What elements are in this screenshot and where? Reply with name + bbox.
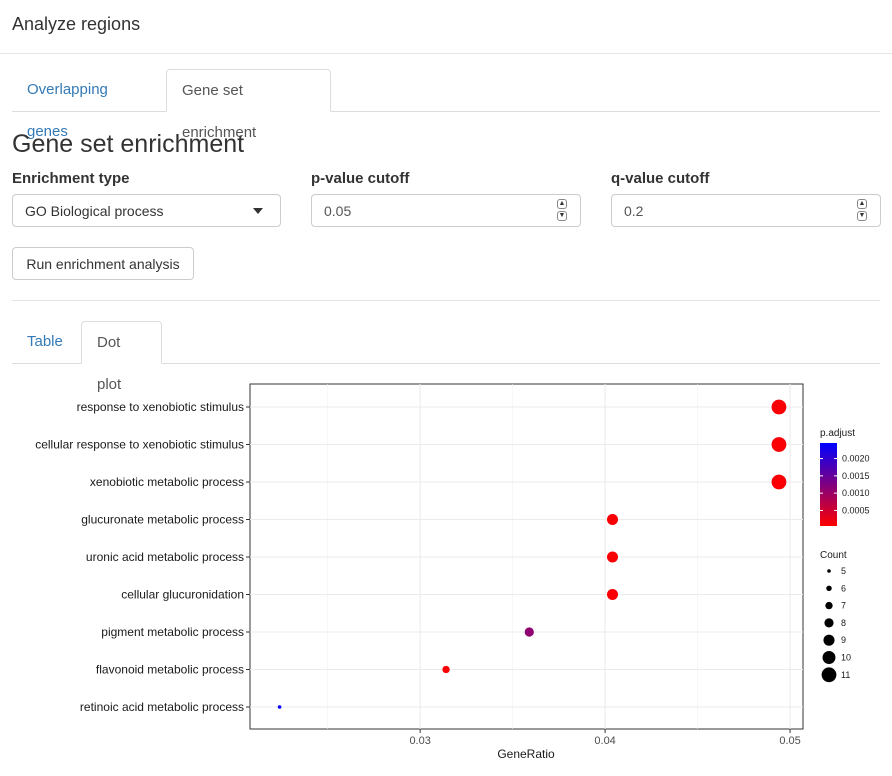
pvalue-cutoff-label: p-value cutoff xyxy=(311,170,410,187)
data-point xyxy=(606,513,619,526)
term-label: flavonoid metabolic process xyxy=(96,663,244,677)
dot-plot-chart: response to xenobiotic stimulus cellular … xyxy=(35,383,870,761)
size-legend-dot xyxy=(821,667,837,683)
data-point xyxy=(277,705,282,709)
spin-down-icon[interactable]: ▼ xyxy=(857,211,867,221)
pvalue-cutoff-value: 0.05 xyxy=(324,203,352,219)
size-legend-dot xyxy=(824,618,834,628)
tab-dot-plot[interactable]: Dot plot xyxy=(81,321,162,393)
caret-down-icon xyxy=(253,208,263,214)
main-tabs: Overlapping genes Gene set enrichment xyxy=(12,69,880,141)
size-legend-label: 7 xyxy=(841,601,846,611)
header-divider xyxy=(0,53,892,54)
size-legend-label: 8 xyxy=(841,618,846,628)
data-point xyxy=(771,437,787,452)
size-legend-title: Count xyxy=(820,550,847,561)
qvalue-cutoff-label: q-value cutoff xyxy=(611,170,710,187)
x-axis-title: GeneRatio xyxy=(497,747,555,761)
size-legend-dot xyxy=(827,569,831,573)
qvalue-cutoff-value: 0.2 xyxy=(624,203,644,219)
size-legend-label: 6 xyxy=(841,583,846,593)
term-label: uronic acid metabolic process xyxy=(86,550,244,564)
qvalue-spinner: ▲ ▼ xyxy=(857,199,867,223)
color-legend-label: 0.0010 xyxy=(842,488,870,498)
data-point xyxy=(771,399,787,415)
size-legend-dot xyxy=(823,634,835,646)
color-legend-title: p.adjust xyxy=(820,428,855,439)
term-label: pigment metabolic process xyxy=(101,625,244,639)
form-divider xyxy=(12,300,880,301)
tab-gene-set-enrichment[interactable]: Gene set enrichment xyxy=(166,69,331,141)
tab-table[interactable]: Table xyxy=(27,333,63,350)
x-tick-label: 0.04 xyxy=(594,735,615,747)
color-legend-label: 0.0020 xyxy=(842,454,870,464)
size-legend-dot xyxy=(825,601,833,610)
spin-down-icon[interactable]: ▼ xyxy=(557,211,567,221)
x-tick-label: 0.03 xyxy=(409,735,430,747)
pvalue-spinner: ▲ ▼ xyxy=(557,199,567,223)
term-label: glucuronate metabolic process xyxy=(81,513,244,527)
term-label: cellular response to xenobiotic stimulus xyxy=(35,438,244,452)
x-tick-label: 0.05 xyxy=(779,735,800,747)
size-legend-dot xyxy=(822,651,836,664)
size-legend-label: 5 xyxy=(841,566,846,576)
term-label: xenobiotic metabolic process xyxy=(90,475,244,489)
tab-overlapping-genes[interactable]: Overlapping genes xyxy=(27,81,108,140)
size-legend-dot xyxy=(826,585,832,592)
term-label: cellular glucuronidation xyxy=(121,588,244,602)
run-enrichment-button[interactable]: Run enrichment analysis xyxy=(12,247,194,280)
size-legend-label: 9 xyxy=(841,635,846,645)
section-title: Gene set enrichment xyxy=(12,130,245,158)
size-legend-label: 11 xyxy=(841,670,850,680)
result-tabs: Table Dot plot xyxy=(12,321,880,393)
data-point xyxy=(771,474,787,490)
data-point xyxy=(524,627,534,637)
data-point xyxy=(606,551,619,563)
size-legend-label: 10 xyxy=(841,653,851,663)
color-legend-label: 0.0015 xyxy=(842,471,870,481)
enrichment-type-value: GO Biological process xyxy=(25,203,164,219)
data-point xyxy=(442,665,450,674)
qvalue-cutoff-input[interactable]: 0.2 ▲ ▼ xyxy=(611,194,881,227)
pvalue-cutoff-input[interactable]: 0.05 ▲ ▼ xyxy=(311,194,581,227)
color-legend-bar xyxy=(820,443,837,526)
spin-up-icon[interactable]: ▲ xyxy=(557,199,567,209)
enrichment-type-label: Enrichment type xyxy=(12,170,130,187)
app-title: Analyze regions xyxy=(12,14,141,34)
term-label: retinoic acid metabolic process xyxy=(80,700,244,714)
spin-up-icon[interactable]: ▲ xyxy=(857,199,867,209)
data-point xyxy=(606,588,619,601)
enrichment-type-select[interactable]: GO Biological process xyxy=(12,194,281,227)
color-legend-label: 0.0005 xyxy=(842,505,870,515)
term-label: response to xenobiotic stimulus xyxy=(77,400,244,414)
